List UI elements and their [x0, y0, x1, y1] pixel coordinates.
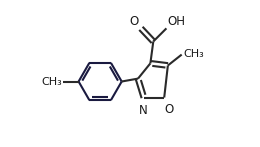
Text: CH₃: CH₃	[42, 76, 62, 86]
Text: N: N	[139, 104, 147, 117]
Text: CH₃: CH₃	[183, 49, 204, 59]
Text: OH: OH	[167, 15, 186, 28]
Text: O: O	[164, 103, 173, 116]
Text: O: O	[129, 15, 138, 28]
